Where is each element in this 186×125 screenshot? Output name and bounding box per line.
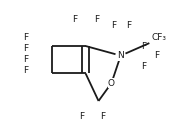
Text: O: O <box>108 79 115 88</box>
Text: CF₃: CF₃ <box>151 33 166 42</box>
Text: F: F <box>141 62 146 71</box>
Text: F: F <box>23 55 28 64</box>
Text: F: F <box>23 33 28 42</box>
Text: F: F <box>23 66 28 75</box>
Text: F: F <box>126 20 131 30</box>
Text: N: N <box>117 51 124 60</box>
Text: F: F <box>111 20 117 30</box>
Text: F: F <box>100 112 105 121</box>
Text: F: F <box>79 112 84 121</box>
Text: F: F <box>23 44 28 53</box>
Text: F: F <box>94 15 99 24</box>
Text: F: F <box>154 51 159 60</box>
Text: F: F <box>141 42 146 50</box>
Text: F: F <box>72 15 77 24</box>
